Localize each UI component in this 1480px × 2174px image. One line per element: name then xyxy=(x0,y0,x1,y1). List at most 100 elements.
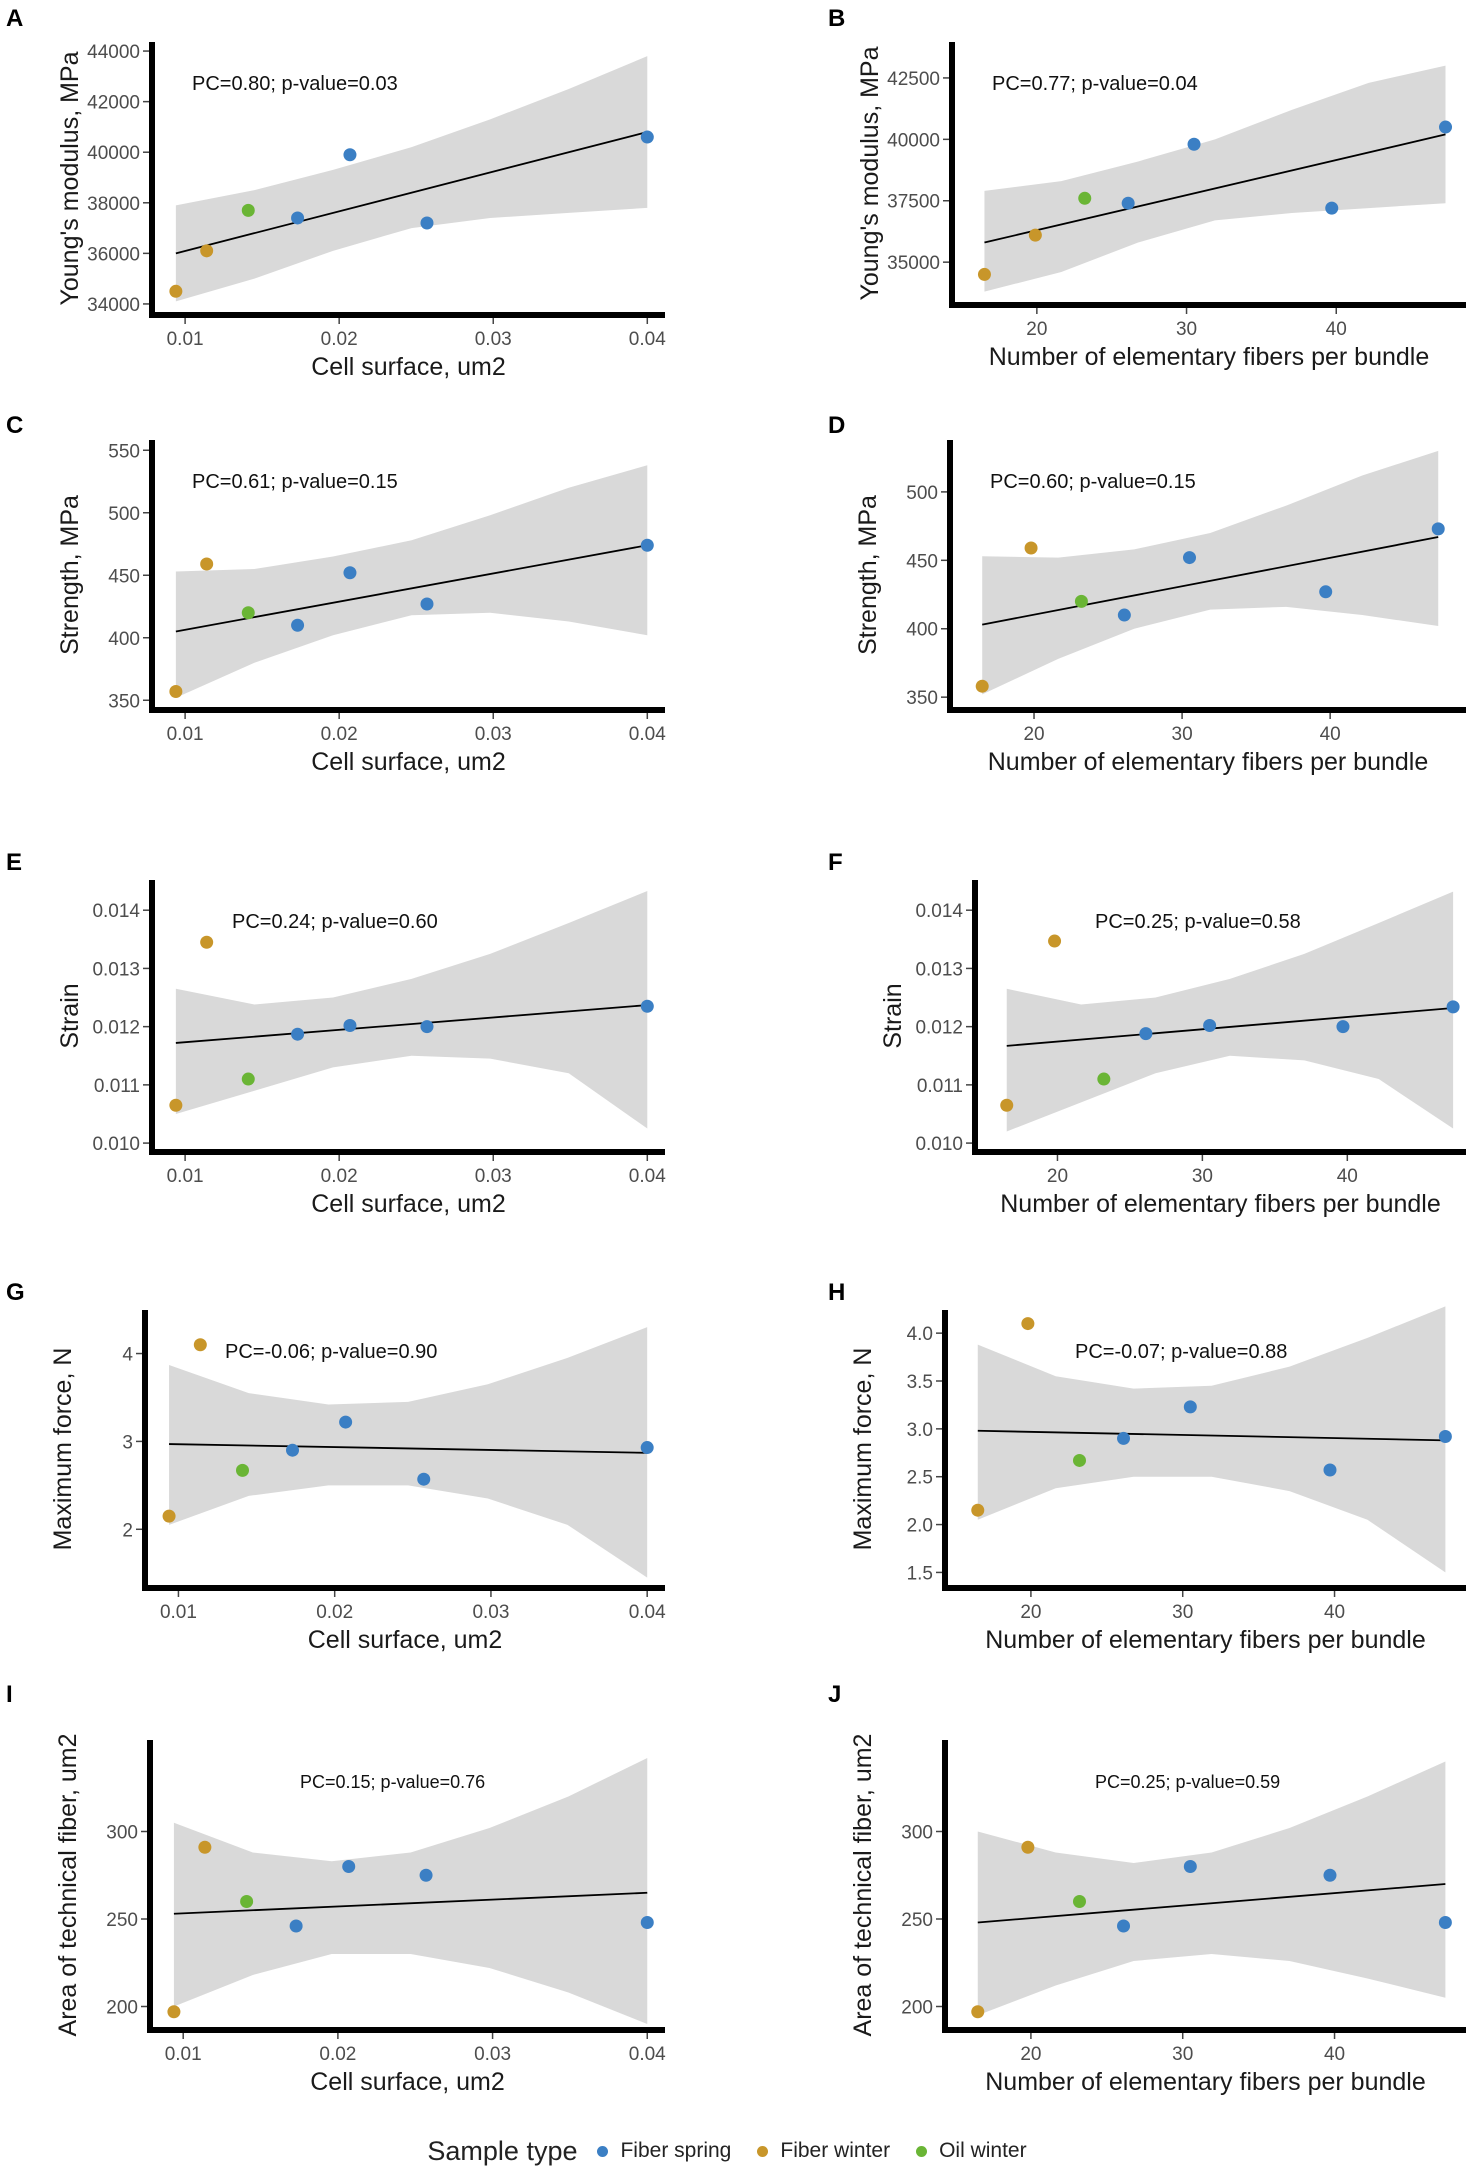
x-tick-label: 20 xyxy=(1023,724,1044,745)
y-tick-label: 0.010 xyxy=(915,1134,963,1155)
correlation-annotation: PC=0.60; p-value=0.15 xyxy=(990,471,1196,493)
legend-item-fiber-spring: Fiber spring xyxy=(597,2139,731,2163)
y-tick-label: 450 xyxy=(108,566,140,587)
y-tick-label: 3 xyxy=(122,1432,133,1453)
legend-swatch-fiber-winter xyxy=(757,2145,769,2157)
x-axis-label: Cell surface, um2 xyxy=(310,2068,505,2096)
confidence-band xyxy=(977,1761,1446,2016)
confidence-band xyxy=(984,65,1446,292)
data-point-fiber-spring xyxy=(640,538,654,552)
x-tick-label: 0.01 xyxy=(165,2044,202,2065)
confidence-band xyxy=(175,465,648,698)
x-tick-label: 0.03 xyxy=(474,2044,511,2065)
y-tick-label: 250 xyxy=(106,1910,138,1931)
data-point-fiber-spring xyxy=(1187,137,1201,151)
x-tick-label: 0.03 xyxy=(475,1166,512,1187)
data-point-fiber-spring xyxy=(1438,1916,1452,1929)
regression-line xyxy=(175,131,648,255)
y-tick-label: 500 xyxy=(906,483,938,504)
data-point-fiber-winter xyxy=(1000,1098,1014,1112)
data-point-fiber-spring xyxy=(1446,1000,1460,1014)
regression-line xyxy=(982,536,1439,626)
legend: Sample type Fiber spring Fiber winter Oi… xyxy=(0,2128,1480,2174)
x-tick-label: 30 xyxy=(1172,1602,1193,1623)
y-tick-label: 200 xyxy=(901,1998,933,2019)
data-point-fiber-winter xyxy=(1028,228,1042,242)
y-tick-label: 0.014 xyxy=(92,901,140,922)
x-tick-label: 0.01 xyxy=(167,724,204,745)
data-point-fiber-spring xyxy=(343,148,357,162)
panel-letter: H xyxy=(828,1279,845,1306)
x-tick-label: 0.01 xyxy=(160,1602,197,1623)
correlation-annotation: PC=-0.06; p-value=0.90 xyxy=(225,1341,437,1363)
regression-line xyxy=(1006,1007,1454,1047)
data-point-oil-winter xyxy=(241,606,255,620)
data-point-oil-winter xyxy=(241,203,255,217)
data-point-fiber-spring xyxy=(1183,1860,1197,1873)
y-tick-label: 250 xyxy=(901,1910,933,1931)
data-point-fiber-winter xyxy=(169,685,183,698)
data-point-fiber-winter xyxy=(975,679,989,693)
x-tick-label: 0.02 xyxy=(319,2044,356,2065)
x-tick-label: 20 xyxy=(1020,1602,1041,1623)
x-tick-label: 0.03 xyxy=(475,724,512,745)
y-tick-label: 0.012 xyxy=(92,1018,140,1039)
confidence-band xyxy=(175,56,648,302)
data-point-fiber-winter xyxy=(971,1503,985,1517)
panel-letter: D xyxy=(828,412,845,439)
confidence-band xyxy=(175,890,648,1129)
y-tick-label: 3.5 xyxy=(907,1372,933,1393)
data-point-fiber-spring xyxy=(420,597,434,611)
x-axis-label: Cell surface, um2 xyxy=(311,748,506,776)
y-axis-label: Young's modulus, MPa xyxy=(56,51,84,305)
data-point-fiber-winter xyxy=(162,1509,176,1523)
panel-b: B 35000 37500 40000 42500 20 30 40 Number of ele… xyxy=(828,5,1466,371)
y-axis-label: Strain xyxy=(879,983,907,1048)
data-point-fiber-winter xyxy=(169,284,183,298)
y-tick-label: 350 xyxy=(906,688,938,709)
x-tick-label: 20 xyxy=(1047,1166,1068,1187)
y-tick-label: 42500 xyxy=(887,69,940,90)
data-point-fiber-spring xyxy=(419,1868,433,1882)
data-point-fiber-spring xyxy=(343,1018,357,1032)
confidence-band xyxy=(173,1758,648,2024)
panel-letter: E xyxy=(6,849,22,876)
x-axis-label: Cell surface, um2 xyxy=(308,1626,503,1654)
data-point-fiber-spring xyxy=(289,1919,303,1933)
y-axis-label: Young's modulus, MPa xyxy=(856,46,884,300)
x-axis-label: Number of elementary fibers per bundle xyxy=(985,2068,1426,2096)
panel-d: D 350 400 450 500 20 30 40 Number of elementary … xyxy=(828,412,1466,776)
legend-swatch-oil-winter xyxy=(916,2145,928,2157)
y-tick-label: 300 xyxy=(901,1823,933,1844)
x-tick-label: 20 xyxy=(1026,319,1047,340)
y-axis-label: Maximum force, N xyxy=(49,1348,77,1551)
data-point-oil-winter xyxy=(1072,1453,1086,1467)
y-tick-label: 0.011 xyxy=(94,1076,140,1097)
legend-title: Sample type xyxy=(427,2135,578,2166)
y-tick-label: 38000 xyxy=(87,194,140,215)
x-tick-label: 30 xyxy=(1172,2044,1193,2065)
y-axis-label: Maximum force, N xyxy=(849,1348,877,1551)
y-tick-label: 0.011 xyxy=(917,1076,963,1097)
panel-letter: J xyxy=(828,1681,841,1708)
data-point-fiber-spring xyxy=(1182,551,1196,565)
data-point-fiber-spring xyxy=(1325,201,1339,215)
x-axis-label: Number of elementary fibers per bundle xyxy=(1000,1190,1441,1218)
panel-letter: C xyxy=(6,412,23,439)
regression-line xyxy=(169,1443,648,1454)
data-point-oil-winter xyxy=(1097,1072,1111,1086)
y-tick-label: 34000 xyxy=(87,295,140,316)
confidence-band xyxy=(1006,891,1454,1132)
data-point-fiber-spring xyxy=(1431,522,1445,536)
y-tick-label: 0.013 xyxy=(915,959,963,980)
data-point-fiber-spring xyxy=(1319,585,1333,599)
data-point-fiber-winter xyxy=(167,2005,181,2019)
x-tick-label: 40 xyxy=(1320,724,1341,745)
regression-line xyxy=(173,1891,648,1915)
data-point-fiber-winter xyxy=(193,1338,207,1352)
panel-letter: I xyxy=(6,1681,13,1708)
data-point-fiber-winter xyxy=(169,1098,183,1112)
y-tick-label: 40000 xyxy=(87,143,140,164)
x-tick-label: 0.04 xyxy=(629,2044,666,2065)
figure-canvas: A 34000 36000 38000 40000 42000 44000 0.01 0.02 0… xyxy=(6,5,1466,2096)
